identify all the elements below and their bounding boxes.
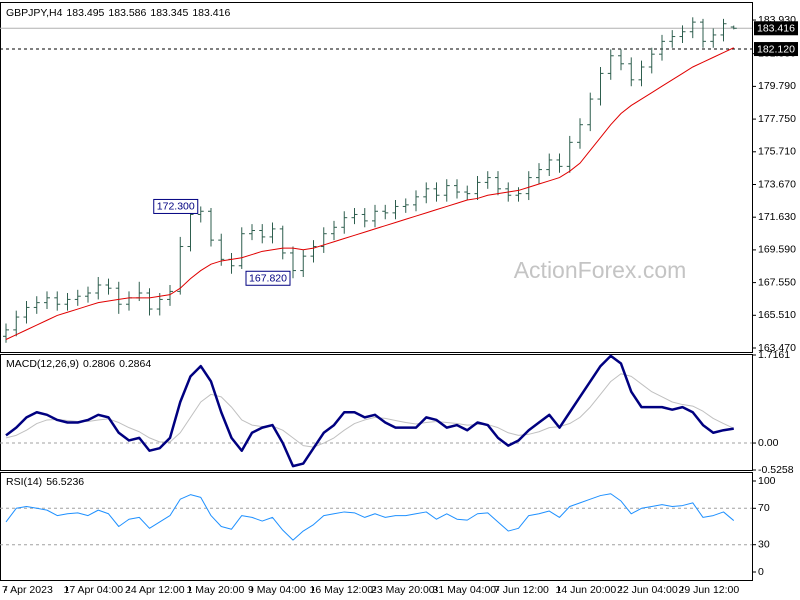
y-tick-label: 163.470	[758, 342, 796, 354]
x-tick-label: 7 Jun 12:00	[494, 584, 549, 596]
header-value: 56.5236	[46, 476, 84, 488]
annotation-label: 167.820	[249, 273, 287, 285]
indicator-line	[5, 493, 735, 541]
x-tick-label: 31 May 04:00	[433, 584, 497, 596]
y-tick-label: -0.5258	[758, 464, 794, 476]
annotation-box	[153, 198, 199, 214]
x-tick-label: 24 Apr 12:00	[125, 584, 185, 596]
y-tick-label: 169.590	[758, 244, 796, 256]
indicator-title: RSI(14)	[6, 476, 42, 488]
macd-panel-frame	[0, 354, 753, 471]
header-value: 0.2806	[83, 358, 115, 370]
header-value: 0.2864	[119, 358, 151, 370]
header-value: 183.416	[192, 7, 230, 19]
y-tick-label: 179.790	[758, 80, 796, 92]
indicator-title: MACD(12,26,9)	[6, 358, 79, 370]
indicator-line	[5, 373, 734, 448]
y-tick-label: 175.710	[758, 146, 796, 158]
header-value: 183.345	[150, 7, 188, 19]
level-tag-label: 182.120	[757, 43, 795, 55]
x-tick-label: 29 Jun 12:00	[679, 584, 740, 596]
current-price-label: 183.416	[757, 23, 795, 35]
x-tick-label: 1 May 20:00	[187, 584, 245, 596]
y-tick-label: 165.510	[758, 309, 796, 321]
annotation-label: 172.300	[157, 201, 195, 213]
indicator-header: GBPJPY,H4 183.495 183.586 183.345 183.416	[6, 7, 230, 19]
y-tick-label: 100	[758, 475, 776, 487]
annotation-box	[245, 270, 291, 286]
y-tick-label: 0	[758, 566, 764, 578]
y-tick-label: 0.00	[758, 437, 779, 449]
y-tick-label: 167.550	[758, 276, 796, 288]
x-tick-label: 9 May 04:00	[248, 584, 306, 596]
indicator-header: MACD(12,26,9) 0.2806 0.2864	[6, 358, 151, 370]
indicator-title: GBPJPY,H4	[6, 7, 63, 19]
level-tag	[754, 42, 798, 57]
y-tick-label: 171.630	[758, 211, 796, 223]
header-value: 183.586	[108, 7, 146, 19]
price-panel-frame	[0, 2, 753, 353]
moving-average	[5, 47, 734, 340]
x-tick-label: 22 Jun 04:00	[617, 584, 678, 596]
rsi-panel-frame	[0, 472, 753, 581]
current-price-tag	[754, 21, 798, 36]
x-tick-label: 17 Apr 04:00	[64, 584, 124, 596]
header-value: 183.495	[66, 7, 104, 19]
indicator-header: RSI(14) 56.5236	[6, 476, 84, 488]
y-tick-label: 173.670	[758, 178, 796, 190]
indicator-line	[5, 354, 734, 468]
x-tick-label: 16 May 12:00	[310, 584, 374, 596]
x-tick-label: 14 Jun 20:00	[556, 584, 617, 596]
x-tick-label: 23 May 20:00	[371, 584, 435, 596]
y-tick-label: 70	[758, 502, 770, 514]
x-tick-label: 7 Apr 2023	[2, 584, 53, 596]
watermark: ActionForex.com	[514, 257, 687, 283]
y-tick-label: 30	[758, 538, 770, 550]
y-tick-label: 177.750	[758, 113, 796, 125]
y-tick-label: 1.7161	[758, 349, 790, 361]
